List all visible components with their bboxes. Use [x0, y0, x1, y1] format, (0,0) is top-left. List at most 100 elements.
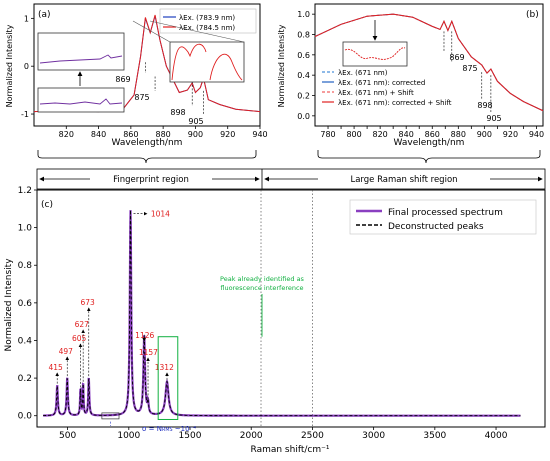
panel-c-label: (c) — [41, 200, 53, 210]
bracket-connectors — [37, 150, 541, 164]
y-tick-label: 1.2 — [18, 186, 32, 196]
y-tick-label: 0.6 — [297, 51, 310, 60]
x-tick-label: 500 — [59, 431, 76, 441]
legend-label: λEx. (784.5 nm) — [179, 24, 235, 32]
x-tick-label: 2500 — [301, 431, 324, 441]
noise-annotation: σ = NRMS ~10⁻⁴ — [142, 425, 196, 433]
y-tick-label: 1 — [24, 14, 29, 23]
panel-b-inset — [342, 41, 408, 67]
panel-a-frame — [33, 3, 261, 127]
x-tick-label: 920 — [220, 130, 235, 139]
x-tick-label: 820 — [59, 130, 74, 139]
y-tick-label: 0.4 — [297, 71, 310, 80]
x-tick-label: 840 — [399, 130, 414, 139]
legend-box — [159, 8, 257, 34]
panel-a-inset-left-bottom-trace — [39, 98, 123, 105]
panel-c-frame — [36, 189, 546, 428]
peak-label-905: 905 — [486, 114, 501, 123]
y-tick-label: 0.2 — [297, 92, 310, 101]
deconstructed-peaks-line — [43, 210, 521, 417]
panel-a-inset-left-top-trace — [39, 54, 123, 64]
series-line-3 — [314, 13, 544, 112]
panel-b-annotations: 869 875 898 905 — [443, 31, 502, 123]
panel-c: (c) Normalized Intensity Raman shift/cm⁻… — [4, 168, 546, 455]
peak-label-869: 869 — [115, 75, 130, 84]
x-tick-label: 920 — [503, 130, 518, 139]
panel-a-zoom-line-2 — [149, 20, 245, 43]
x-tick-label: 1500 — [179, 431, 202, 441]
peak-label-875: 875 — [462, 64, 477, 73]
peak-label-1126: 1126 — [135, 331, 154, 340]
panel-c-annotations: 415 497 605 627 673 1014 1126 1157 1312 — [48, 210, 263, 426]
x-tick-label: 880 — [451, 130, 466, 139]
fingerprint-region-label: Fingerprint region — [113, 175, 189, 185]
x-tick-label: 880 — [156, 130, 171, 139]
y-tick-label: 0.0 — [297, 112, 310, 121]
x-tick-label: 900 — [188, 130, 203, 139]
peak-label-627: 627 — [75, 320, 90, 329]
panel-b-legend: λEx. (671 nm) λEx. (671 nm): corrected λEx… — [322, 69, 452, 107]
peak-label-673: 673 — [81, 298, 96, 307]
panel-a: (a) Normalized Intensity Wavelength/nm 8… — [5, 3, 268, 148]
peak-label-1157: 1157 — [139, 348, 158, 357]
panel-c-ticks: 500 1000 1500 2000 2500 3000 3500 4000 0.0 0.2 0.4… — [18, 186, 508, 441]
y-tick-label: 0.8 — [18, 261, 33, 271]
panel-b-xlabel: Wavelength/nm — [394, 138, 465, 148]
x-tick-label: 1000 — [117, 431, 140, 441]
panel-b-frame — [314, 3, 544, 127]
series-784-5nm-line — [33, 14, 261, 113]
y-tick-label: -1 — [21, 110, 29, 119]
panel-a-xlabel: Wavelength/nm — [112, 138, 183, 148]
y-tick-label: 0.0 — [18, 412, 33, 422]
x-tick-label: 940 — [252, 130, 267, 139]
panel-a-inset-left-bottom — [37, 87, 125, 113]
panel-a-inset-right — [169, 41, 245, 83]
bracket-b — [317, 150, 541, 164]
peak-label-905: 905 — [188, 117, 203, 126]
y-tick-label: 1.0 — [297, 10, 310, 19]
bracket-a — [37, 150, 257, 164]
y-tick-label: 0.8 — [297, 31, 310, 40]
panel-a-label: (a) — [38, 10, 51, 20]
peak-label-875: 875 — [134, 93, 149, 102]
y-tick-label: 0.2 — [18, 374, 32, 384]
panel-a-annotations: λEx. (783.9 nm) λEx. (784.5 nm) 869 875 8989… — [115, 8, 257, 126]
y-tick-label: 1.0 — [18, 224, 33, 234]
peak-label-497: 497 — [59, 347, 74, 356]
panel-b-ylabel: Normalized Intensity — [277, 24, 286, 107]
panel-b-label: (b) — [526, 10, 539, 20]
interference-box — [157, 336, 179, 420]
legend-label: λEx. (671 nm) + Shift — [338, 89, 414, 97]
peak-label-605: 605 — [72, 334, 87, 343]
x-tick-label: 800 — [346, 130, 361, 139]
x-tick-label: 940 — [529, 130, 544, 139]
noise-annotation-rms: RMS — [162, 427, 173, 433]
x-tick-label: 780 — [320, 130, 335, 139]
x-tick-label: 820 — [373, 130, 388, 139]
panel-c-series — [43, 210, 521, 417]
legend-label: λEx. (783.9 nm) — [179, 14, 235, 22]
noise-box — [101, 412, 120, 420]
panel-b-ticks: 780 800 820 840 860 880 900 920 940 0.0 0.2 0.4 0.6 0… — [297, 10, 544, 139]
peak-label-1014: 1014 — [151, 210, 170, 219]
peak-label-898: 898 — [477, 101, 492, 110]
y-tick-label: 0.4 — [18, 336, 33, 346]
x-tick-label: 3500 — [423, 431, 446, 441]
legend-label: Deconstructed peaks — [388, 222, 484, 232]
fluorescence-note-line-1: Peak already identified as — [220, 275, 305, 283]
fluorescence-note-line-2: fluorescence interference — [220, 284, 303, 292]
final-processed-spectrum-line — [43, 210, 521, 417]
peak-label-1312: 1312 — [155, 363, 174, 372]
panel-c-regions — [260, 190, 313, 427]
x-tick-label: 860 — [425, 130, 440, 139]
panel-c-ylabel: Normalized Intensity — [4, 258, 14, 352]
panel-a-inset-left-top — [37, 32, 125, 71]
x-tick-label: 840 — [91, 130, 106, 139]
y-tick-label: 0.6 — [18, 299, 33, 309]
legend-box — [349, 199, 537, 235]
x-tick-label: 4000 — [485, 431, 508, 441]
panel-a-zoom-line-1 — [132, 20, 171, 43]
panel-a-inset-right-trace — [171, 43, 243, 81]
large-raman-shift-region-label: Large Raman shift region — [350, 175, 457, 185]
